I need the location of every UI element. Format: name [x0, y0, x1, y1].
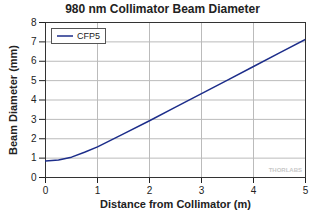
svg-text:2: 2 — [31, 133, 37, 144]
html-text:CFP5: CFP5 — [77, 31, 100, 41]
svg-text:Beam Diameter (mm): Beam Diameter (mm) — [7, 45, 19, 155]
svg-text:Distance from Collimator (m): Distance from Collimator (m) — [100, 198, 251, 210]
svg-text:2: 2 — [147, 185, 153, 196]
svg-text:1: 1 — [95, 185, 101, 196]
svg-text:5: 5 — [31, 75, 37, 86]
svg-text:8: 8 — [31, 18, 37, 28]
html-text:THORLABS: THORLABS — [268, 167, 302, 173]
svg-text:1: 1 — [31, 152, 37, 163]
html-text:980 nm Collimator Beam Diamete: 980 nm Collimator Beam Diameter — [65, 2, 260, 16]
svg-text:7: 7 — [31, 36, 37, 47]
svg-text:4: 4 — [31, 94, 37, 105]
svg-text:0: 0 — [31, 172, 37, 183]
svg-text:3: 3 — [199, 185, 205, 196]
svg-text:4: 4 — [251, 185, 257, 196]
svg-text:3: 3 — [31, 114, 37, 125]
svg-text:0: 0 — [43, 185, 49, 196]
svg-text:6: 6 — [31, 55, 37, 66]
svg-text:5: 5 — [303, 185, 309, 196]
